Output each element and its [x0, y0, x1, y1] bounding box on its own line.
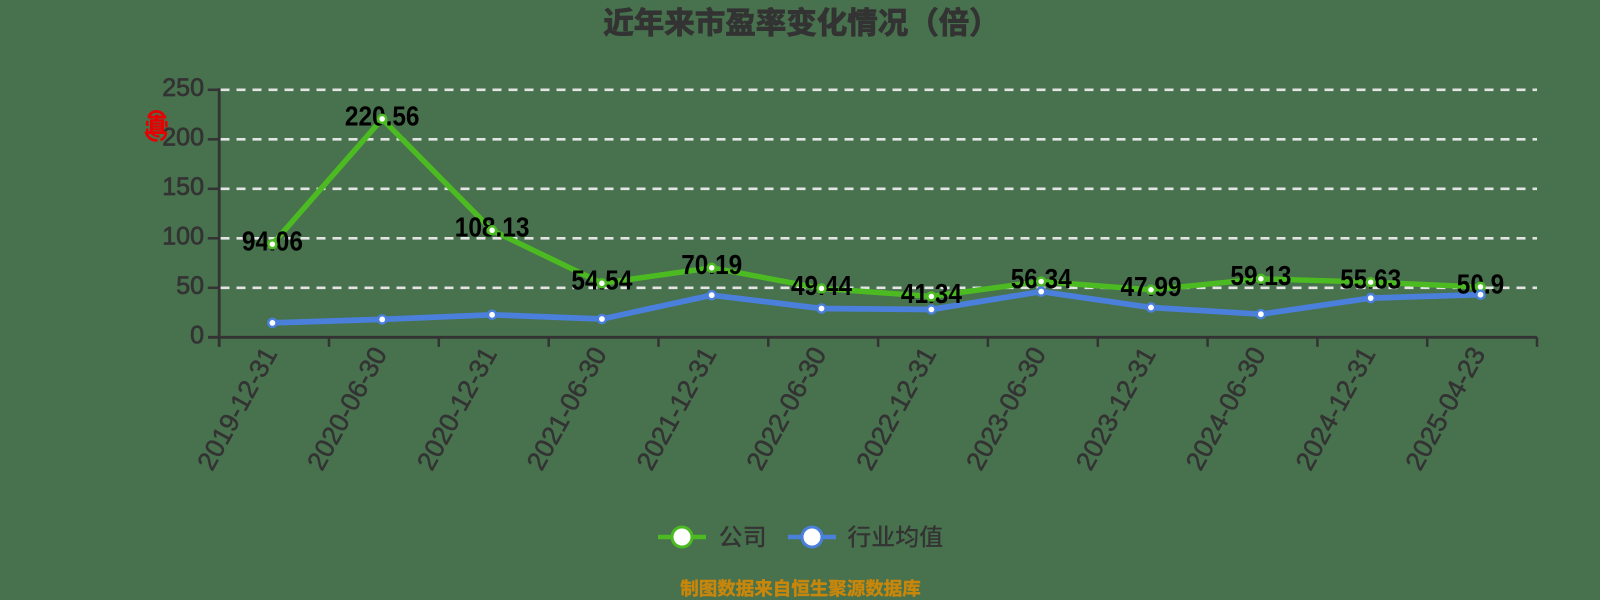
- svg-text:250: 250: [162, 74, 204, 102]
- svg-text:150: 150: [162, 173, 204, 201]
- svg-text:50: 50: [176, 272, 204, 300]
- svg-text:0: 0: [190, 322, 204, 350]
- svg-text:100: 100: [162, 223, 204, 251]
- svg-text:200: 200: [162, 124, 204, 152]
